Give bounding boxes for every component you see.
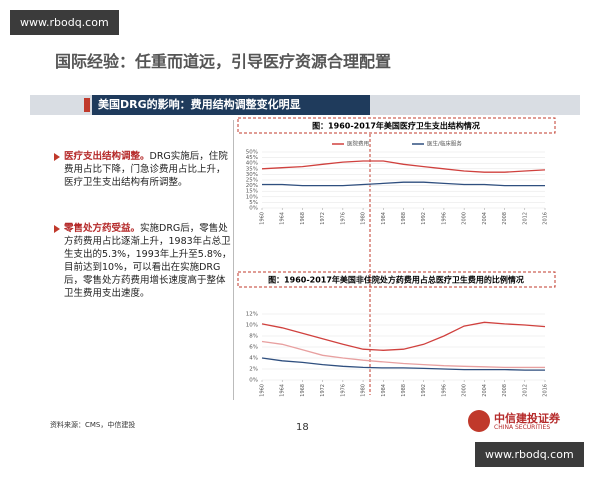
x-tick-label: 1980 (361, 212, 367, 225)
bullet-marker (54, 225, 60, 233)
x-tick-label: 2008 (502, 212, 508, 225)
x-tick-label: 2000 (462, 384, 468, 397)
x-tick-label: 2004 (482, 384, 488, 397)
x-tick-label: 1960 (260, 212, 266, 225)
x-tick-label: 2008 (502, 384, 508, 397)
bullet-heading: 医疗支出结构调整。 (64, 151, 150, 162)
bullet: 医疗支出结构调整。DRG实施后，住院费用占比下降，门急诊费用占比上升，医疗卫生支… (54, 150, 232, 189)
x-tick-label: 1976 (340, 384, 346, 397)
banner: 美国DRG的影响：费用结构调整变化明显 (92, 95, 370, 115)
x-tick-label: 1996 (441, 384, 447, 397)
x-tick-label: 1980 (361, 384, 367, 397)
x-tick-label: 1976 (340, 212, 346, 225)
x-tick-label: 2000 (462, 212, 468, 225)
x-tick-label: 1964 (280, 212, 286, 225)
watermark: www.rbodq.com (475, 442, 584, 467)
series-line (261, 357, 545, 371)
y-tick-label: 10% (246, 194, 258, 200)
y-tick-label: 35% (246, 166, 258, 172)
logo-mark (468, 410, 490, 432)
x-tick-label: 1968 (300, 212, 306, 225)
x-tick-label: 1984 (381, 384, 387, 397)
divider (233, 120, 234, 400)
x-tick-label: 1964 (280, 384, 286, 397)
x-tick-label: 2016 (543, 212, 549, 225)
x-tick-label: 2016 (543, 384, 549, 397)
y-tick-label: 40% (246, 161, 258, 167)
bullet-body: DRG实施后，住院费用占比下降，门急诊费用占比上升，医疗卫生支出结构有所调整。 (64, 151, 228, 188)
y-tick-label: 15% (246, 189, 258, 195)
y-tick-label: 25% (246, 178, 258, 184)
x-tick-label: 1988 (401, 212, 407, 225)
logo-name: 中信建投证券 (494, 412, 560, 425)
slide-title: 国际经验：任重而道远，引导医疗资源合理配置 (55, 52, 392, 71)
chart-title: 图：1960-2017年美国非住院处方药费用占总医疗卫生费用的比例情况 (268, 275, 524, 285)
y-tick-label: 10% (246, 323, 258, 329)
legend-label: 医生/临床服务 (427, 140, 462, 148)
bullet-body: 实施DRG后，零售处方药费用占比逐渐上升，1983年占总卫生支出的5.3%，19… (64, 223, 232, 299)
source: 资料来源：CMS，中信建投 (50, 421, 136, 429)
x-tick-label: 1996 (441, 212, 447, 225)
x-tick-label: 1992 (421, 384, 427, 397)
x-tick-label: 1972 (320, 384, 326, 397)
chart-title-box (237, 271, 556, 288)
x-tick-label: 1992 (421, 212, 427, 225)
y-tick-label: 6% (249, 345, 258, 351)
x-tick-label: 1972 (320, 212, 326, 225)
x-tick-label: 1968 (300, 384, 306, 397)
x-tick-label: 1960 (260, 384, 266, 397)
series-line (261, 160, 546, 173)
y-tick-label: 12% (246, 312, 258, 318)
legend-label: 医院费用 (347, 140, 369, 148)
series-line (262, 181, 545, 187)
y-tick-label: 45% (246, 155, 258, 161)
y-tick-label: 50% (246, 150, 258, 156)
series-line (261, 321, 546, 351)
banner-accent (84, 98, 90, 112)
chart-title: 图：1960-2017年美国医疗卫生支出结构情况 (312, 121, 480, 131)
y-tick-label: 0% (249, 206, 258, 212)
x-tick-label: 1984 (381, 212, 387, 225)
bullet-heading: 零售处方药受益。 (64, 223, 141, 234)
bullet: 零售处方药受益。实施DRG后，零售处方药费用占比逐渐上升，1983年占总卫生支出… (54, 222, 232, 300)
y-tick-label: 2% (249, 367, 258, 373)
x-tick-label: 2004 (482, 212, 488, 225)
logo-english: CHINA SECURITIES (494, 424, 551, 431)
x-tick-label: 2012 (522, 212, 528, 225)
watermark: www.rbodq.com (10, 10, 119, 35)
y-tick-label: 30% (246, 172, 258, 178)
y-tick-label: 4% (249, 356, 258, 362)
bullet-marker (54, 153, 60, 161)
series-line (261, 340, 545, 369)
y-tick-label: 5% (249, 200, 258, 206)
chart-title-box (237, 117, 556, 134)
y-tick-label: 8% (249, 334, 258, 340)
page-number: 18 (296, 422, 309, 433)
y-tick-label: 0% (249, 378, 258, 384)
x-tick-label: 2012 (522, 384, 528, 397)
y-tick-label: 20% (246, 183, 258, 189)
x-tick-label: 1988 (401, 384, 407, 397)
